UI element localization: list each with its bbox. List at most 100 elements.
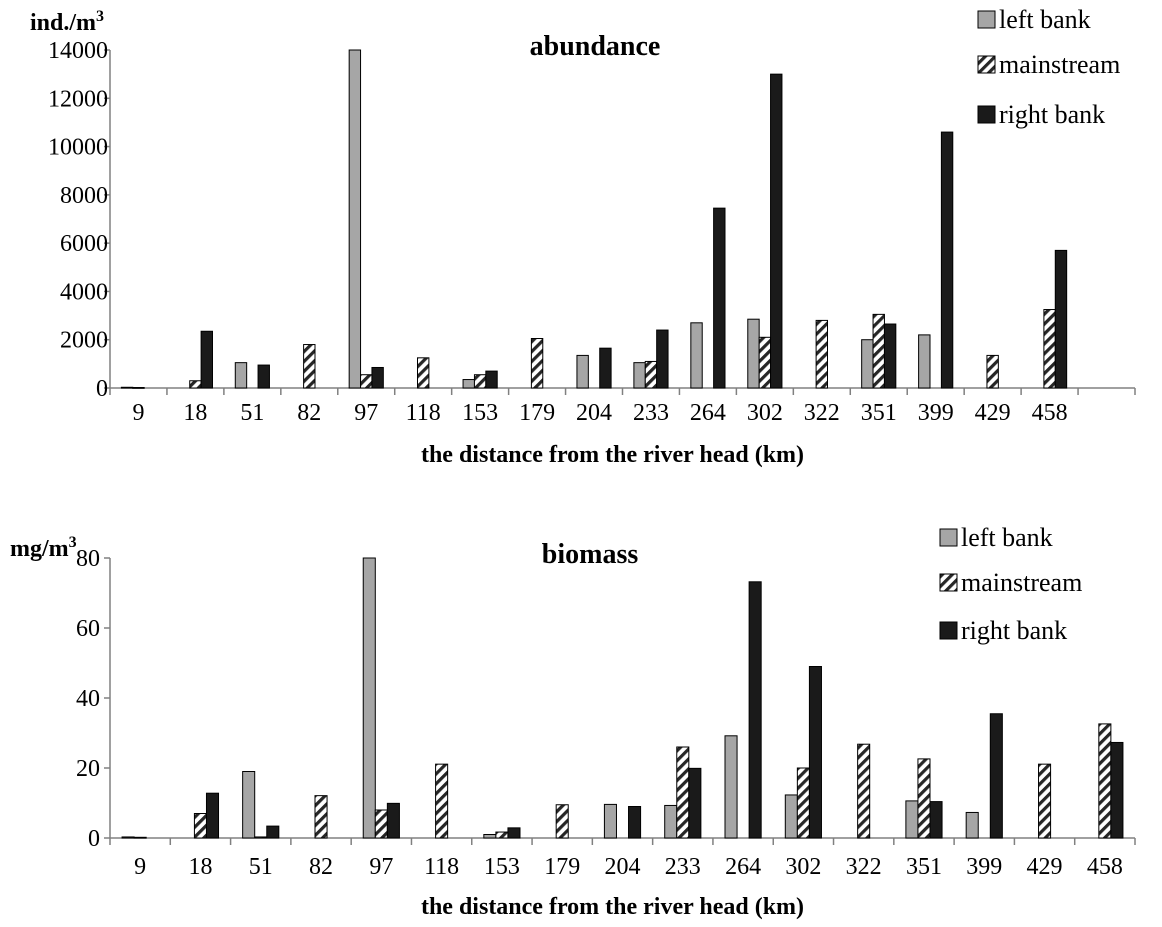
bar-left-bank-399 <box>965 811 979 839</box>
x-tick-label: 9 <box>134 854 146 880</box>
x-tick-label: 179 <box>544 854 580 880</box>
bar-mainstream-233 <box>676 746 690 839</box>
bar-right-bank-204 <box>628 806 642 839</box>
legend-swatch-mainstream <box>977 55 996 74</box>
bar-mainstream-302 <box>758 336 772 389</box>
x-tick-label: 458 <box>1087 854 1123 880</box>
bar-left-bank-9 <box>121 836 135 839</box>
y-tick-label: 8000 <box>60 183 108 209</box>
bar-right-bank-233 <box>656 329 669 389</box>
bar-mainstream-458 <box>1043 309 1056 389</box>
bar-right-bank-351 <box>883 323 897 389</box>
x-tick-label: 399 <box>918 400 954 426</box>
y-tick-label: 14000 <box>48 38 108 64</box>
bar-mainstream-118 <box>417 357 430 389</box>
bar-left-bank-204 <box>576 354 589 389</box>
bar-left-bank-264 <box>690 322 703 389</box>
y-tick-label: 20 <box>76 756 100 782</box>
bar-mainstream-82 <box>303 344 316 389</box>
bar-left-bank-51 <box>242 771 256 839</box>
bar-mainstream-302 <box>796 767 810 839</box>
bar-mainstream-351 <box>917 758 931 839</box>
x-tick-label: 429 <box>1027 854 1063 880</box>
legend-label-left-bank: left bank <box>999 5 1091 34</box>
chart-title: abundance <box>530 31 661 62</box>
bar-mainstream-9 <box>132 387 145 389</box>
x-tick-label: 9 <box>132 400 144 426</box>
bar-mainstream-18 <box>189 380 202 389</box>
legend-label-right-bank: right bank <box>961 616 1067 645</box>
bar-left-bank-302 <box>747 318 760 389</box>
bar-left-bank-233 <box>664 804 678 839</box>
x-tick-label: 302 <box>747 400 783 426</box>
bar-right-bank-204 <box>599 347 612 389</box>
bar-mainstream-179 <box>530 338 544 389</box>
bar-left-bank-97 <box>348 49 362 389</box>
x-tick-label: 82 <box>297 400 321 426</box>
bar-mainstream-51 <box>254 836 268 839</box>
chart-biomass: 0 20 40 60 80 9 18 51 82 97 118 153 179 204 233 264 302 3… <box>10 523 1136 920</box>
x-tick-label: 51 <box>240 400 264 426</box>
bar-mainstream-322 <box>815 319 828 389</box>
bar-left-bank-233 <box>633 362 646 389</box>
legend-label-mainstream: mainstream <box>999 50 1120 79</box>
x-tick-label: 179 <box>519 400 555 426</box>
bar-right-bank-264 <box>748 581 762 839</box>
x-tick-label: 351 <box>861 400 897 426</box>
legend-swatch-left-bank <box>939 528 958 547</box>
bar-mainstream-153 <box>473 374 487 389</box>
bar-right-bank-351 <box>929 801 943 839</box>
bar-mainstream-458 <box>1098 723 1112 839</box>
bar-mainstream-322 <box>857 743 871 839</box>
y-tick-label: 0 <box>96 376 108 402</box>
legend-label-right-bank: right bank <box>999 100 1105 129</box>
bar-mainstream-429 <box>986 354 999 389</box>
bar-right-bank-458 <box>1110 741 1124 839</box>
chart-abundance: 0 2000 4000 6000 8000 10000 12000 14000 9 18 51 82 9… <box>30 5 1136 468</box>
bar-right-bank-97 <box>386 802 400 839</box>
x-tick-label: 458 <box>1032 400 1068 426</box>
legend-swatch-right-bank <box>939 621 958 640</box>
x-tick-label: 322 <box>804 400 840 426</box>
y-tick-label: 80 <box>76 546 100 572</box>
x-tick-label: 302 <box>785 854 821 880</box>
x-tick-label: 204 <box>576 400 612 426</box>
legend-swatch-left-bank <box>977 10 996 29</box>
x-tick-label: 18 <box>183 400 207 426</box>
y-tick-label: 6000 <box>60 231 108 257</box>
y-tick-label: 60 <box>76 616 100 642</box>
bar-mainstream-351 <box>872 313 885 389</box>
bar-left-bank-302 <box>784 794 798 839</box>
bar-mainstream-9 <box>133 836 147 839</box>
x-tick-label: 322 <box>846 854 882 880</box>
bar-mainstream-97 <box>360 374 373 389</box>
bar-left-bank-204 <box>603 803 617 839</box>
x-tick-label: 18 <box>188 854 212 880</box>
x-tick-label: 429 <box>975 400 1011 426</box>
bar-right-bank-97 <box>371 366 384 389</box>
bar-left-bank-153 <box>462 379 475 389</box>
x-tick-label: 97 <box>354 400 378 426</box>
x-tick-label: 204 <box>605 854 641 880</box>
bar-right-bank-302 <box>770 73 783 389</box>
y-tick-label: 10000 <box>48 135 108 161</box>
bar-left-bank-264 <box>724 735 738 839</box>
y-tick-label: 4000 <box>60 279 108 305</box>
bar-right-bank-264 <box>713 207 726 389</box>
x-tick-label: 118 <box>424 854 459 880</box>
y-axis-label: mg/m3 <box>10 534 77 562</box>
bar-right-bank-51 <box>266 825 280 839</box>
bar-mainstream-233 <box>644 360 658 389</box>
bar-left-bank-97 <box>362 557 376 839</box>
bar-left-bank-351 <box>905 800 919 839</box>
bar-mainstream-97 <box>374 809 388 839</box>
x-tick-label: 233 <box>665 854 701 880</box>
bar-mainstream-82 <box>314 795 328 839</box>
bar-right-bank-153 <box>485 370 498 389</box>
bar-mainstream-118 <box>435 763 449 839</box>
x-tick-label: 153 <box>484 854 520 880</box>
legend-swatch-mainstream <box>939 573 958 592</box>
x-axis-label: the distance from the river head (km) <box>421 442 804 468</box>
y-tick-label: 40 <box>76 686 100 712</box>
bar-right-bank-18 <box>200 330 214 389</box>
